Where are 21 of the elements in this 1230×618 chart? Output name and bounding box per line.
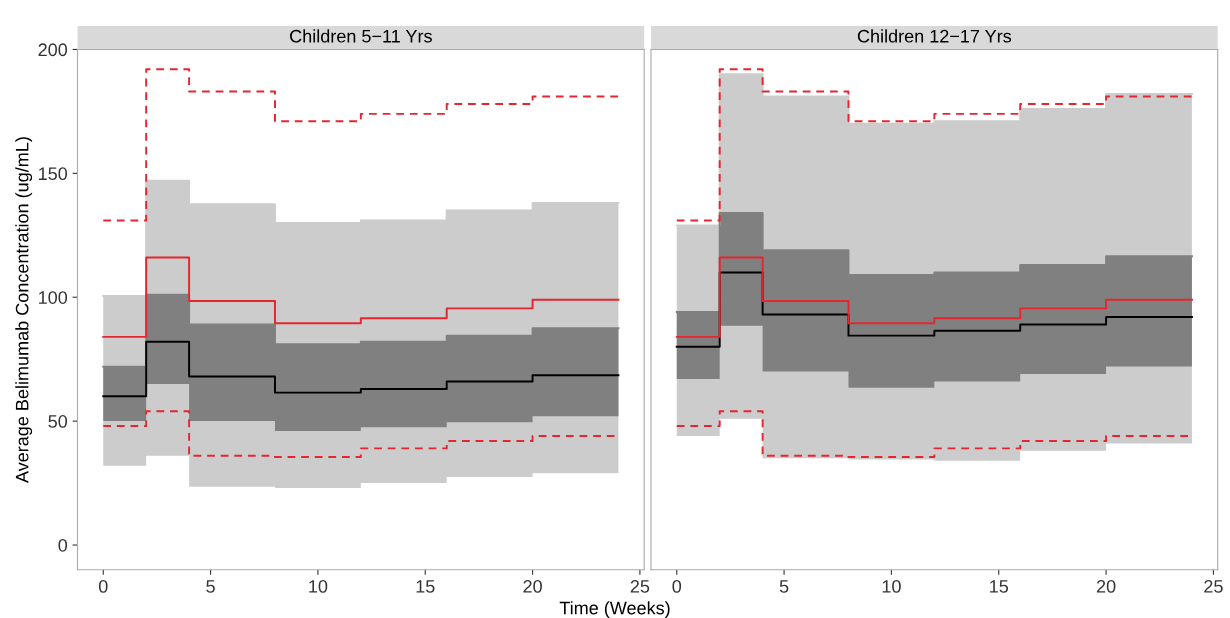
x-axis-title: Time (Weeks) bbox=[559, 601, 670, 618]
y-tick-label: 0 bbox=[58, 538, 68, 552]
x-tick-label: 25 bbox=[630, 579, 650, 593]
x-tick-label: 0 bbox=[98, 579, 108, 593]
x-tick-label: 15 bbox=[416, 580, 435, 593]
x-tick-label: 5 bbox=[779, 580, 789, 593]
y-tick-label: 100 bbox=[39, 291, 68, 304]
x-tick-label: 10 bbox=[882, 579, 901, 593]
y-tick-label: 200 bbox=[38, 43, 68, 57]
y-axis-title: Average Belimumab Concentration (ug/mL) bbox=[15, 137, 33, 484]
x-tick-label: 20 bbox=[523, 579, 542, 593]
chart-title: Children 12−17 Yrs bbox=[857, 29, 1012, 43]
x-tick-label: 20 bbox=[1096, 579, 1116, 593]
y-tick-label: 150 bbox=[39, 167, 68, 181]
x-tick-label: 0 bbox=[672, 579, 682, 593]
y-tick-label: 50 bbox=[48, 415, 68, 428]
chart-title: Children 5−11 Yrs bbox=[290, 29, 432, 43]
x-tick-label: 5 bbox=[206, 580, 215, 593]
x-tick-label: 25 bbox=[1204, 579, 1223, 593]
x-tick-label: 10 bbox=[309, 579, 328, 593]
x-tick-label: 15 bbox=[990, 580, 1009, 593]
